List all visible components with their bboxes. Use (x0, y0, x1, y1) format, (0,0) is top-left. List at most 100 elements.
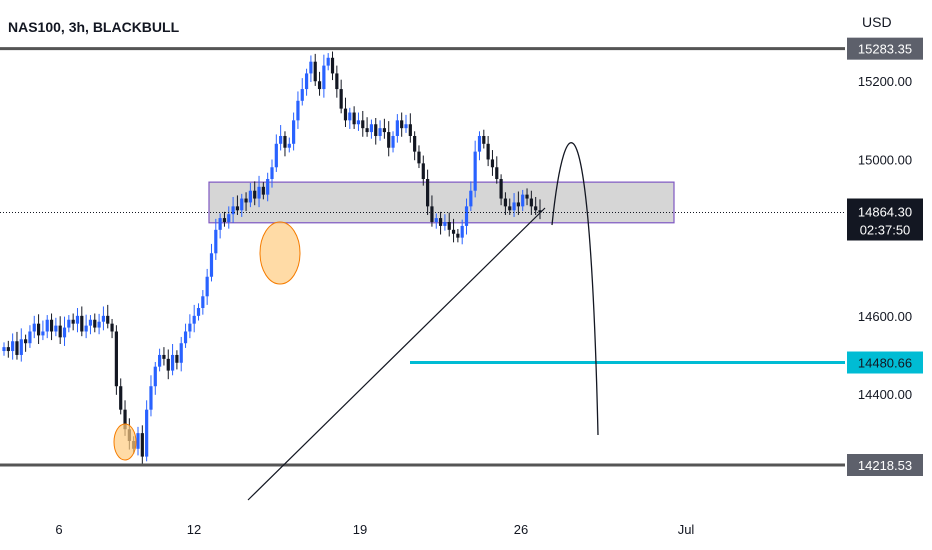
candle (58, 325, 62, 338)
candle (106, 315, 110, 324)
candle (296, 100, 300, 121)
candle (158, 354, 162, 367)
candle (287, 143, 291, 148)
candle (183, 331, 188, 344)
candle (352, 112, 356, 125)
trend-line[interactable] (247, 207, 546, 501)
candle (456, 233, 460, 238)
current-price-tag (847, 198, 923, 241)
candle (356, 120, 361, 125)
candle (516, 202, 520, 207)
candle (486, 143, 490, 160)
candle (261, 186, 265, 195)
candle (469, 190, 473, 207)
resistance-zone[interactable] (208, 181, 675, 224)
candle (434, 218, 438, 223)
candle (136, 433, 140, 449)
candle (114, 331, 118, 387)
y-tick-label: 14400.00 (858, 387, 912, 402)
candle (283, 135, 287, 148)
candle (80, 315, 84, 332)
candle (408, 124, 412, 136)
candle (149, 386, 153, 410)
candle (525, 194, 529, 199)
candle (534, 206, 538, 211)
x-tick-label: 19 (353, 522, 367, 537)
y-tick-label: 15200.00 (858, 74, 912, 89)
candle (45, 319, 49, 332)
candle (19, 339, 23, 355)
candle (391, 135, 395, 148)
candle (521, 194, 525, 207)
candle (24, 339, 28, 344)
candle (145, 409, 149, 457)
candle (2, 347, 6, 352)
candle (162, 354, 166, 359)
candle (266, 178, 270, 195)
candle (248, 190, 252, 203)
candle (482, 135, 486, 144)
candle (188, 323, 192, 332)
candle (84, 325, 88, 332)
y-tick-label: 14600.00 (858, 309, 912, 324)
candle (166, 358, 170, 371)
x-tick-label: 26 (514, 522, 528, 537)
current-price-label: 14864.30 (858, 205, 912, 220)
candle (447, 222, 451, 230)
candle (54, 325, 58, 332)
candle (464, 206, 469, 226)
candle (304, 73, 309, 90)
candle (443, 222, 447, 226)
candle (196, 308, 201, 316)
candle (378, 128, 382, 136)
candle (490, 159, 495, 168)
candle (322, 65, 326, 90)
candle (222, 218, 227, 223)
highlight-ellipse[interactable] (113, 423, 137, 461)
candle (205, 276, 209, 297)
candle (253, 190, 257, 199)
candle (313, 61, 317, 82)
candle (175, 354, 179, 363)
candle (170, 354, 175, 371)
candle (75, 315, 80, 324)
candle (400, 120, 404, 129)
candle (395, 120, 399, 136)
candle (529, 198, 533, 207)
candle (231, 206, 235, 215)
candle (451, 229, 456, 234)
candle (240, 198, 244, 211)
candle (214, 229, 218, 254)
level-label: 14218.53 (858, 458, 912, 473)
candle (257, 186, 261, 199)
candle (62, 327, 67, 338)
currency-label: USD (862, 14, 892, 30)
candle (326, 57, 330, 66)
candle (369, 124, 374, 133)
candle (417, 151, 421, 164)
candle (218, 218, 222, 230)
candle (508, 206, 512, 211)
candle (36, 323, 41, 336)
candle (93, 319, 97, 328)
countdown-label: 02:37:50 (860, 223, 911, 238)
level-label: 15283.35 (858, 42, 912, 57)
candle (6, 347, 10, 352)
candle (140, 433, 144, 457)
candle (192, 315, 196, 324)
candle (88, 319, 93, 326)
candle (279, 135, 283, 144)
projection-curve[interactable] (551, 142, 599, 436)
candle (274, 143, 278, 168)
x-tick-label: Jul (678, 522, 695, 537)
candle (499, 178, 503, 199)
candle (270, 167, 274, 179)
highlight-ellipse[interactable] (259, 221, 301, 285)
x-tick-label: 6 (55, 522, 62, 537)
candle (179, 343, 183, 363)
candle (503, 198, 508, 207)
candle (201, 296, 205, 309)
candle (343, 108, 348, 121)
candle (374, 124, 378, 136)
